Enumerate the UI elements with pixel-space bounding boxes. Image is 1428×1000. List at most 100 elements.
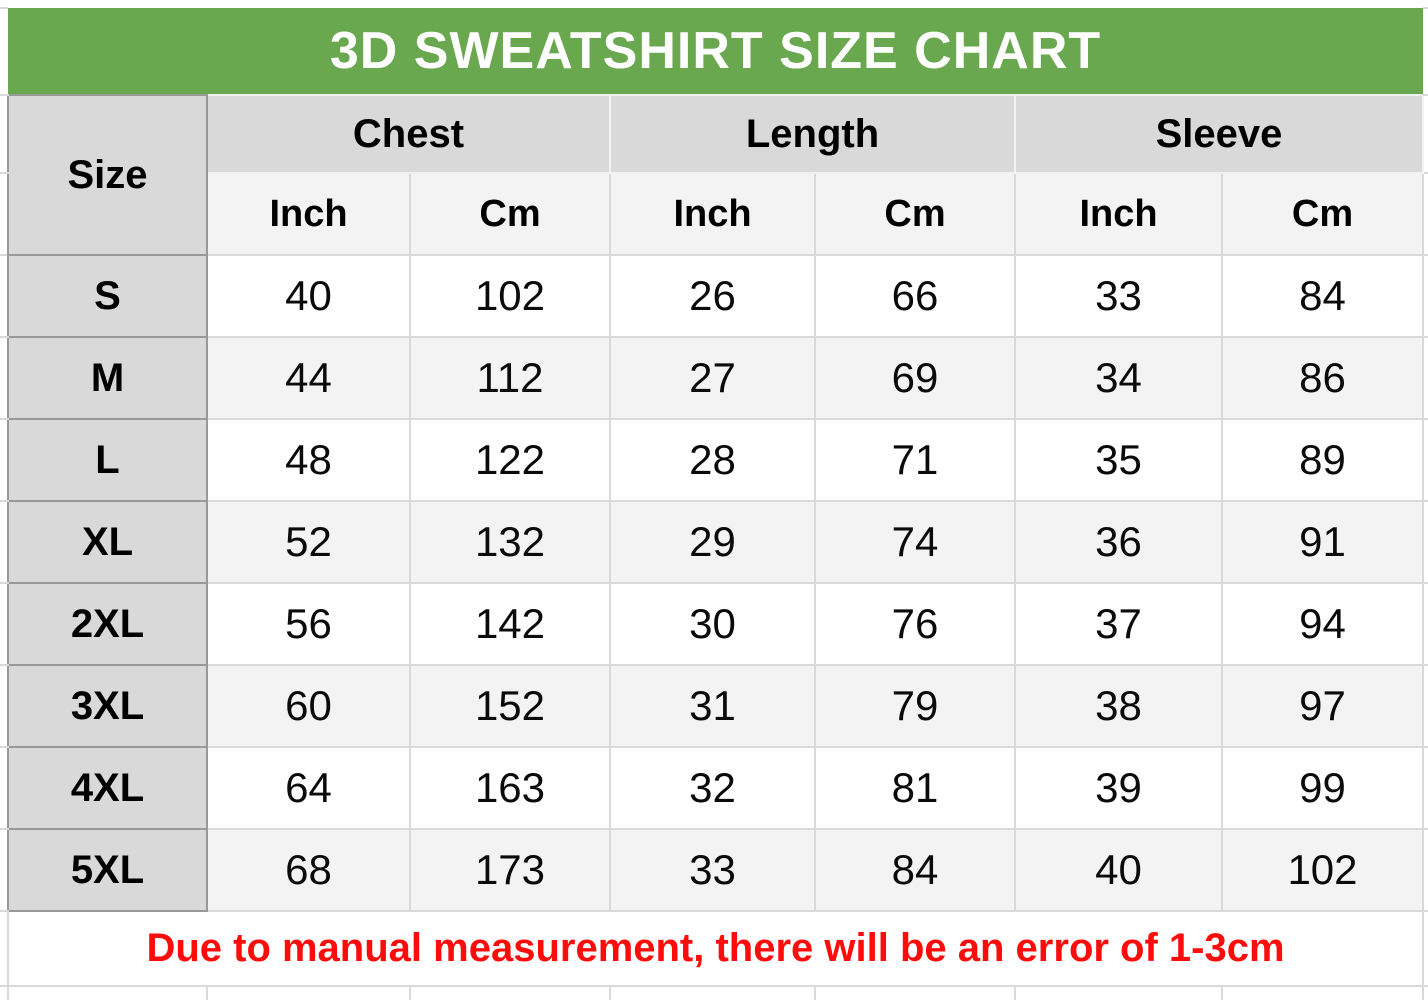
- edge-cell: [0, 746, 8, 830]
- size-label: 5XL: [7, 828, 208, 912]
- edge-cell: [1423, 418, 1428, 502]
- edge-cell: [206, 986, 411, 1000]
- size-label: 4XL: [7, 746, 208, 830]
- measurement-value: 152: [409, 664, 611, 748]
- edge-cell: [1423, 746, 1428, 830]
- measurement-value: 122: [409, 418, 611, 502]
- measurement-value: 66: [814, 254, 1016, 338]
- length-group-header: Length: [609, 94, 1016, 174]
- edge-cell: [0, 94, 8, 174]
- edge-cell: [0, 582, 8, 666]
- edge-cell: [1423, 664, 1428, 748]
- measurement-value: 60: [206, 664, 411, 748]
- sleeve-group-header: Sleeve: [1014, 94, 1424, 174]
- sleeve-inch-header: Inch: [1014, 172, 1223, 256]
- edge-cell: [1423, 336, 1428, 420]
- edge-cell: [1423, 172, 1428, 256]
- size-label: M: [7, 336, 208, 420]
- measurement-value: 29: [609, 500, 816, 584]
- edge-cell: [815, 0, 1015, 8]
- table-row-m: M 44 112 27 69 34 86: [0, 336, 1428, 420]
- edge-cell: [610, 0, 815, 8]
- table-row-xl: XL 52 132 29 74 36 91: [0, 500, 1428, 584]
- measurement-value: 37: [1014, 582, 1223, 666]
- chest-cm-header: Cm: [409, 172, 611, 256]
- measurement-value: 102: [1221, 828, 1424, 912]
- measurement-value: 142: [409, 582, 611, 666]
- group-header-row: Size Chest Length Sleeve: [0, 94, 1428, 256]
- measurement-value: 35: [1014, 418, 1223, 502]
- edge-cell: [0, 0, 8, 8]
- measurement-note: Due to manual measurement, there will be…: [7, 910, 1424, 987]
- measurement-value: 34: [1014, 336, 1223, 420]
- size-label: 3XL: [7, 664, 208, 748]
- measurement-value: 91: [1221, 500, 1424, 584]
- measurement-value: 26: [609, 254, 816, 338]
- edge-cell: [1423, 94, 1428, 174]
- edge-cell: [1423, 254, 1428, 338]
- measurement-value: 64: [206, 746, 411, 830]
- measurement-value: 39: [1014, 746, 1223, 830]
- bottom-edge-row: [0, 986, 1428, 1000]
- measurement-value: 30: [609, 582, 816, 666]
- chart-title: 3D SWEATSHIRT SIZE CHART: [8, 8, 1423, 95]
- edge-cell: [410, 0, 610, 8]
- edge-cell: [1423, 828, 1428, 912]
- measurement-value: 31: [609, 664, 816, 748]
- measurement-value: 112: [409, 336, 611, 420]
- edge-cell: [1423, 986, 1428, 1000]
- table-row-l: L 48 122 28 71 35 89: [0, 418, 1428, 502]
- length-inch-header: Inch: [609, 172, 816, 256]
- measurement-value: 76: [814, 582, 1016, 666]
- measurement-value: 33: [609, 828, 816, 912]
- measurement-value: 44: [206, 336, 411, 420]
- measurement-value: 79: [814, 664, 1016, 748]
- table-row-4xl: 4XL 64 163 32 81 39 99: [0, 746, 1428, 830]
- edge-cell: [1222, 0, 1423, 8]
- edge-cell: [409, 986, 611, 1000]
- measurement-value: 71: [814, 418, 1016, 502]
- edge-cell: [8, 0, 207, 8]
- measurement-value: 52: [206, 500, 411, 584]
- edge-cell: [609, 986, 816, 1000]
- chest-inch-header: Inch: [206, 172, 411, 256]
- measurement-value: 32: [609, 746, 816, 830]
- measurement-value: 163: [409, 746, 611, 830]
- measurement-value: 102: [409, 254, 611, 338]
- measurement-value: 56: [206, 582, 411, 666]
- measurement-value: 28: [609, 418, 816, 502]
- edge-cell: [1015, 0, 1222, 8]
- edge-cell: [0, 500, 8, 584]
- measurement-value: 40: [206, 254, 411, 338]
- edge-cell: [0, 664, 8, 748]
- edge-cell: [1423, 0, 1428, 8]
- measurement-value: 27: [609, 336, 816, 420]
- measurement-value: 99: [1221, 746, 1424, 830]
- chest-group-header: Chest: [206, 94, 611, 174]
- size-label: L: [7, 418, 208, 502]
- banner-row: 3D SWEATSHIRT SIZE CHART: [0, 7, 1428, 96]
- edge-cell: [1423, 500, 1428, 584]
- edge-cell: [0, 172, 8, 256]
- size-label: XL: [7, 500, 208, 584]
- unit-header-row: Inch Cm Inch Cm Inch Cm: [0, 172, 1428, 256]
- edge-cell: [1423, 582, 1428, 666]
- measurement-value: 48: [206, 418, 411, 502]
- edge-cell: [1014, 986, 1223, 1000]
- table-row-5xl: 5XL 68 173 33 84 40 102: [0, 828, 1428, 912]
- table-row-2xl: 2XL 56 142 30 76 37 94: [0, 582, 1428, 666]
- top-edge-row: [0, 0, 1428, 8]
- edge-cell: [1423, 7, 1428, 96]
- measurement-value: 68: [206, 828, 411, 912]
- measurement-value: 84: [814, 828, 1016, 912]
- measurement-value: 36: [1014, 500, 1223, 584]
- edge-cell: [0, 910, 8, 987]
- size-column-header: Size: [7, 94, 208, 256]
- length-cm-header: Cm: [814, 172, 1016, 256]
- measurement-value: 33: [1014, 254, 1223, 338]
- edge-cell: [207, 0, 410, 8]
- size-label: S: [7, 254, 208, 338]
- measurement-value: 89: [1221, 418, 1424, 502]
- edge-cell: [1423, 910, 1428, 987]
